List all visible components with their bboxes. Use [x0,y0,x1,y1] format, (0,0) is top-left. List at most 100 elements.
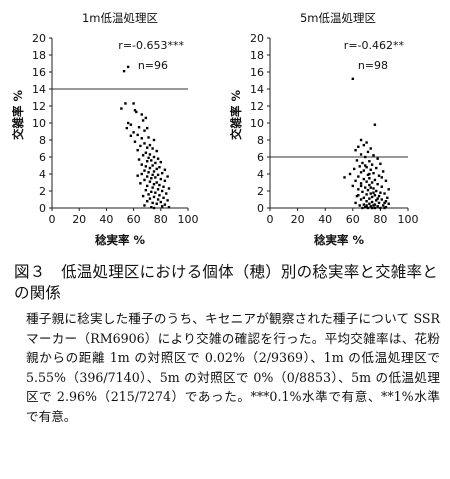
y-tick-label: 6 [257,151,264,164]
data-point [143,129,146,132]
data-point [151,201,154,205]
data-point [148,197,152,200]
data-point [365,141,368,144]
data-point [148,180,152,183]
data-point [144,188,148,192]
data-point [147,136,150,139]
data-point [359,171,363,174]
data-point [343,176,346,179]
data-point [370,200,374,204]
data-point [152,138,156,142]
data-point [151,186,154,189]
data-point [167,205,171,209]
data-point [372,204,375,207]
data-point [383,206,386,210]
x-tick-label: 80 [373,213,387,226]
data-point [146,146,149,149]
data-point [384,200,388,203]
data-point [359,184,363,188]
y-tick-label: 8 [257,134,264,147]
y-axis-label: 交雑率 % [11,90,25,141]
data-point [140,172,143,176]
chart-1: 1m低温処理区 0 2 4 6 8 10 12 14 16 18 20 0 20 40 60 80 100 稔実率 … [11,11,199,247]
figure-caption: 図３ 低温処理区における個体（穂）別の稔実率と交雑率との関係 [14,263,438,302]
data-point [154,191,157,194]
y-tick-label: 8 [39,134,46,147]
data-point [376,205,379,208]
data-point [348,172,352,176]
data-point [124,102,127,105]
data-point [156,188,160,191]
data-point [375,199,378,202]
figure-description: 種子親に稔実した種子のうち、キセニアが観察された種子について SSR マーカー（… [26,311,440,424]
data-point [365,180,368,183]
data-point [141,119,145,122]
data-point [147,171,150,174]
data-point [359,153,363,156]
data-point [120,107,123,110]
x-tick-label: 40 [318,213,332,226]
n-annotation: n=96 [138,59,168,72]
data-point [361,206,364,210]
chart-title: 5m低温処理区 [300,11,376,25]
data-point [380,198,383,201]
data-point [141,154,145,157]
data-point [354,149,357,152]
data-point [383,201,386,205]
data-point [365,205,368,209]
data-point [140,137,143,140]
y-tick-label: 0 [39,202,46,215]
data-point [351,184,354,188]
chart-2: 5m低温処理区 0 2 4 6 8 10 12 14 16 18 20 0 20 40 60 80 100 稔実率 … [229,11,419,247]
data-point [150,159,153,162]
data-point [137,126,141,129]
x-tick-label: 20 [72,213,86,226]
data-point [154,161,157,165]
data-point [357,194,360,197]
data-point [148,143,152,147]
data-point [373,203,377,206]
data-point [355,159,359,162]
data-point [381,204,385,207]
data-point [163,168,167,171]
data-point [135,110,138,114]
data-point [151,173,154,177]
data-point [379,162,382,165]
y-tick-label: 10 [32,117,46,130]
data-point [163,203,167,206]
data-point [372,171,375,175]
data-point [143,169,146,172]
data-point [362,143,366,147]
data-point [133,109,137,112]
data-point [139,182,142,185]
data-point [362,196,366,199]
data-point [364,164,367,167]
correlation-annotation: r=-0.653*** [118,39,184,52]
data-point [376,157,379,160]
data-point [126,121,130,125]
data-point [377,194,381,198]
data-point [151,147,154,150]
data-point [357,145,360,148]
data-point [380,185,383,188]
data-point [133,140,137,143]
data-point [159,200,162,204]
data-point [160,205,164,208]
data-point [165,192,168,195]
data-point [357,175,360,178]
data-point [141,194,145,198]
data-point [366,173,370,177]
data-point [368,160,371,163]
data-point [166,175,169,178]
data-point [387,202,390,205]
data-point [354,179,357,182]
data-point [368,197,371,200]
data-point [366,150,370,154]
data-point [136,149,139,152]
data-point [132,102,135,105]
y-tick-label: 2 [257,185,264,198]
data-point [377,174,381,177]
data-point [154,176,157,179]
data-point [147,193,150,196]
